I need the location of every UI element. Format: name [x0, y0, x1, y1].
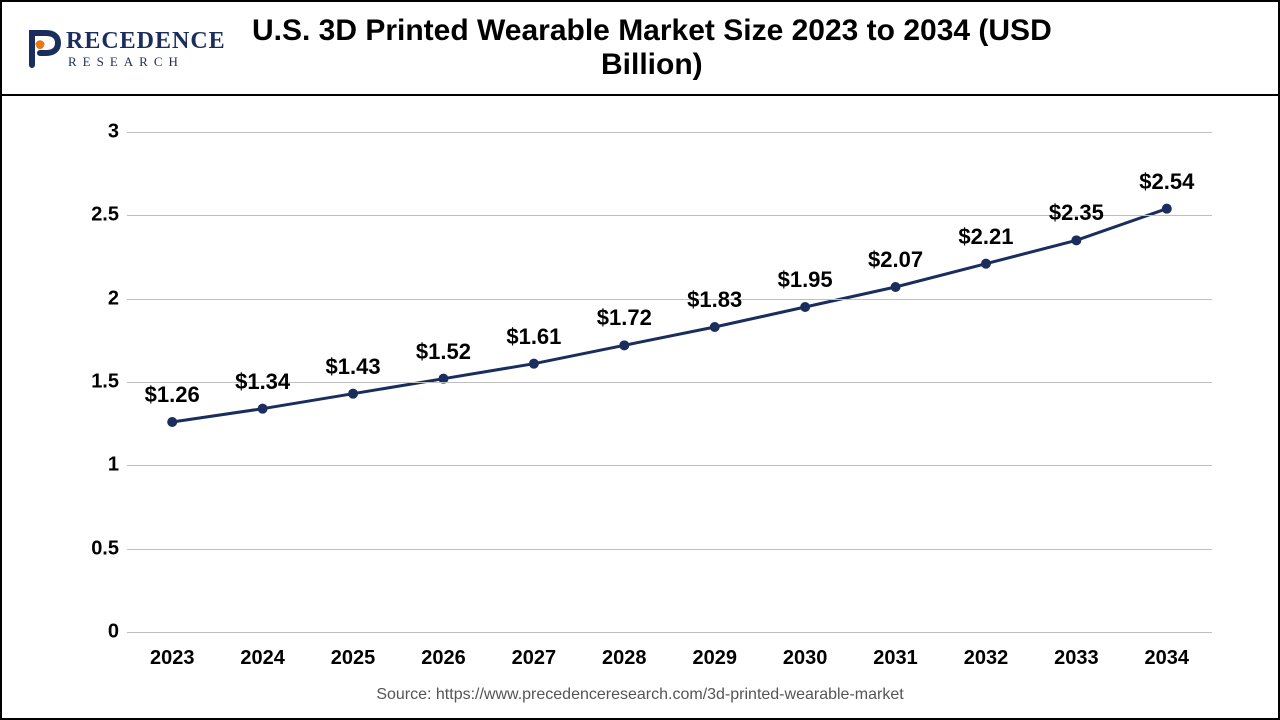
x-axis-label: 2033 — [1054, 647, 1099, 670]
gridline — [127, 299, 1212, 300]
data-label: $2.35 — [1049, 200, 1104, 226]
x-axis-label: 2034 — [1145, 647, 1190, 670]
logo-text-main: RECEDENCE — [66, 29, 226, 53]
data-marker — [981, 259, 991, 269]
data-label: $1.83 — [687, 287, 742, 313]
x-axis-label: 2027 — [512, 647, 557, 670]
logo: RECEDENCE RESEARCH — [22, 27, 226, 69]
data-label: $1.26 — [145, 382, 200, 408]
x-axis-label: 2023 — [150, 647, 195, 670]
data-marker — [529, 359, 539, 369]
x-axis-label: 2030 — [783, 647, 828, 670]
gridline — [127, 132, 1212, 133]
data-marker — [1162, 204, 1172, 214]
data-label: $1.72 — [597, 305, 652, 331]
data-label: $1.61 — [506, 324, 561, 350]
chart-area: 00.511.522.53202320242025202620272028202… — [82, 132, 1232, 632]
data-label: $2.07 — [868, 247, 923, 273]
data-line — [172, 209, 1167, 422]
y-axis-label: 3 — [82, 121, 119, 144]
data-marker — [1071, 235, 1081, 245]
data-label: $2.21 — [958, 224, 1013, 250]
y-axis-label: 2 — [82, 287, 119, 310]
data-marker — [710, 322, 720, 332]
data-label: $1.34 — [235, 369, 290, 395]
x-axis-label: 2028 — [602, 647, 647, 670]
data-label: $2.54 — [1139, 169, 1194, 195]
data-marker — [167, 417, 177, 427]
gridline — [127, 632, 1212, 633]
header: RECEDENCE RESEARCH U.S. 3D Printed Weara… — [2, 2, 1278, 96]
logo-icon — [22, 27, 64, 69]
x-axis-label: 2032 — [964, 647, 1009, 670]
chart-container: RECEDENCE RESEARCH U.S. 3D Printed Weara… — [0, 0, 1280, 720]
y-axis-label: 1.5 — [82, 371, 119, 394]
x-axis-label: 2025 — [331, 647, 376, 670]
y-axis-label: 2.5 — [82, 204, 119, 227]
chart-title: U.S. 3D Printed Wearable Market Size 202… — [226, 14, 1258, 82]
gridline — [127, 549, 1212, 550]
gridline — [127, 465, 1212, 466]
x-axis-label: 2031 — [873, 647, 918, 670]
data-marker — [348, 389, 358, 399]
data-marker — [619, 340, 629, 350]
data-marker — [800, 302, 810, 312]
data-marker — [891, 282, 901, 292]
logo-text: RECEDENCE RESEARCH — [66, 29, 226, 68]
x-axis-label: 2029 — [692, 647, 737, 670]
y-axis-label: 0.5 — [82, 537, 119, 560]
data-marker — [258, 404, 268, 414]
x-axis-label: 2024 — [240, 647, 285, 670]
logo-text-sub: RESEARCH — [66, 55, 226, 68]
y-axis-label: 1 — [82, 454, 119, 477]
x-axis-label: 2026 — [421, 647, 466, 670]
data-label: $1.52 — [416, 339, 471, 365]
data-label: $1.95 — [778, 267, 833, 293]
data-label: $1.43 — [326, 354, 381, 380]
source-text: Source: https://www.precedenceresearch.c… — [2, 686, 1278, 704]
y-axis-label: 0 — [82, 621, 119, 644]
